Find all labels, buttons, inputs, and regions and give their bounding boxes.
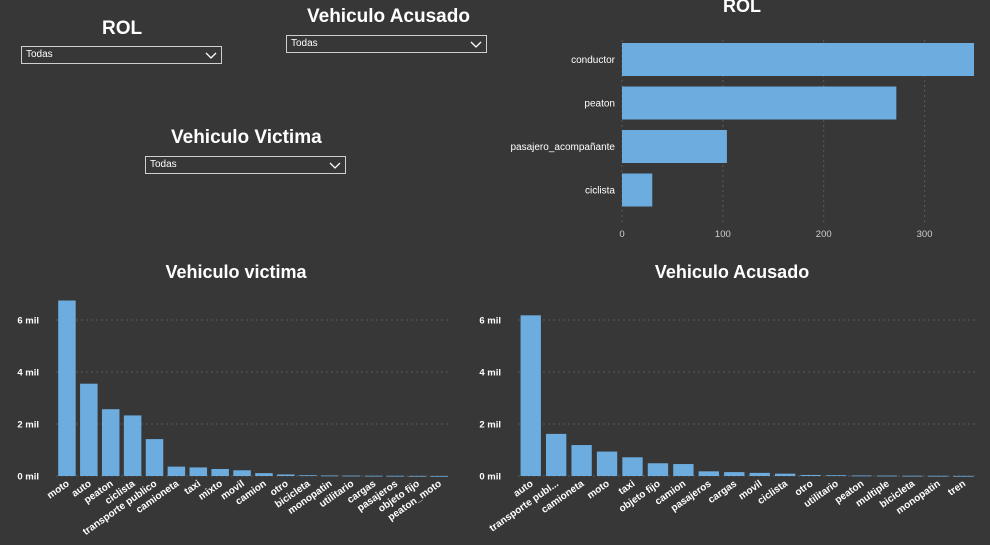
bar — [101, 409, 120, 476]
bar — [724, 472, 745, 476]
bar — [622, 130, 727, 163]
x-tick-label: 100 — [715, 229, 731, 240]
bar — [622, 43, 974, 76]
bar — [825, 475, 847, 477]
chart-title: Vehiculo victima — [165, 262, 307, 282]
bar — [211, 468, 229, 476]
y-tick-label: 4 mil — [17, 368, 39, 379]
x-tick-label: 0 — [619, 229, 624, 240]
y-tick-label: 2 mil — [17, 420, 39, 431]
bar — [953, 475, 974, 477]
bar — [902, 475, 923, 477]
bar — [386, 475, 405, 477]
rol-bar-chart: ROL 0 100 200 300 conductor peaton pasajero_aco… — [510, 0, 974, 240]
x-category-label: tren — [946, 478, 968, 498]
bar — [673, 464, 694, 476]
bar — [927, 475, 949, 477]
chart-title: ROL — [723, 0, 761, 16]
chevron-down-icon — [470, 41, 482, 48]
x-category-label: moto — [585, 478, 611, 501]
bar — [774, 473, 796, 476]
bar — [520, 315, 541, 476]
bar — [298, 475, 317, 477]
bar — [622, 173, 653, 207]
bar — [622, 86, 897, 120]
chevron-down-icon — [329, 162, 341, 169]
vehiculo-victima-bar-chart: Vehiculo victima 0 mil 2 mil 4 mil 6 mil moto… — [17, 262, 450, 538]
bar — [698, 471, 720, 476]
x-tick-label: 200 — [816, 229, 832, 240]
y-category-label: pasajero_acompañante — [510, 142, 615, 153]
y-category-label: peaton — [584, 99, 615, 110]
y-tick-label: 0 mil — [479, 472, 501, 483]
y-category-label: ciclista — [585, 186, 615, 197]
x-category-label: moto — [45, 478, 71, 501]
bar — [80, 383, 98, 476]
bar — [876, 475, 898, 477]
bar — [596, 451, 618, 476]
bar — [647, 463, 669, 476]
y-tick-label: 2 mil — [479, 420, 501, 431]
bar — [255, 473, 273, 476]
bar — [145, 439, 164, 476]
chevron-down-icon — [205, 52, 217, 59]
bar — [167, 466, 186, 476]
y-tick-label: 6 mil — [17, 316, 39, 327]
vehiculo-acusado-slicer-dropdown[interactable]: Todas — [286, 35, 487, 53]
bar — [342, 475, 361, 477]
rol-slicer-title: ROL — [102, 18, 143, 39]
x-tick-label: 300 — [917, 229, 933, 240]
bar — [430, 475, 448, 477]
rol-slicer-value: Todas — [26, 49, 53, 60]
bar — [58, 300, 76, 476]
bar — [123, 415, 142, 476]
bar — [277, 474, 295, 476]
x-category-label: mixto — [197, 478, 225, 502]
bar — [233, 470, 251, 476]
rol-slicer-dropdown[interactable]: Todas — [21, 46, 222, 64]
y-tick-label: 6 mil — [479, 316, 501, 327]
bar — [364, 475, 383, 477]
bar — [749, 472, 770, 476]
y-tick-label: 0 mil — [17, 472, 39, 483]
bar — [800, 474, 821, 476]
y-category-label: conductor — [571, 55, 616, 66]
x-category-label: cargas — [706, 478, 739, 506]
bar — [545, 433, 567, 476]
bar — [571, 445, 592, 476]
bar — [320, 475, 339, 477]
bar — [408, 475, 426, 477]
bar — [189, 467, 208, 476]
vehiculo-victima-slicer-dropdown[interactable]: Todas — [145, 156, 346, 174]
vehiculo-acusado-slicer-title: Vehiculo Acusado — [307, 6, 470, 27]
bar — [851, 475, 872, 477]
y-tick-label: 4 mil — [479, 368, 501, 379]
bar — [622, 457, 643, 476]
vehiculo-victima-slicer-value: Todas — [150, 159, 177, 170]
vehiculo-acusado-slicer-value: Todas — [291, 38, 318, 49]
chart-title: Vehiculo Acusado — [655, 262, 809, 282]
vehiculo-victima-slicer-title: Vehiculo Victima — [171, 127, 322, 148]
